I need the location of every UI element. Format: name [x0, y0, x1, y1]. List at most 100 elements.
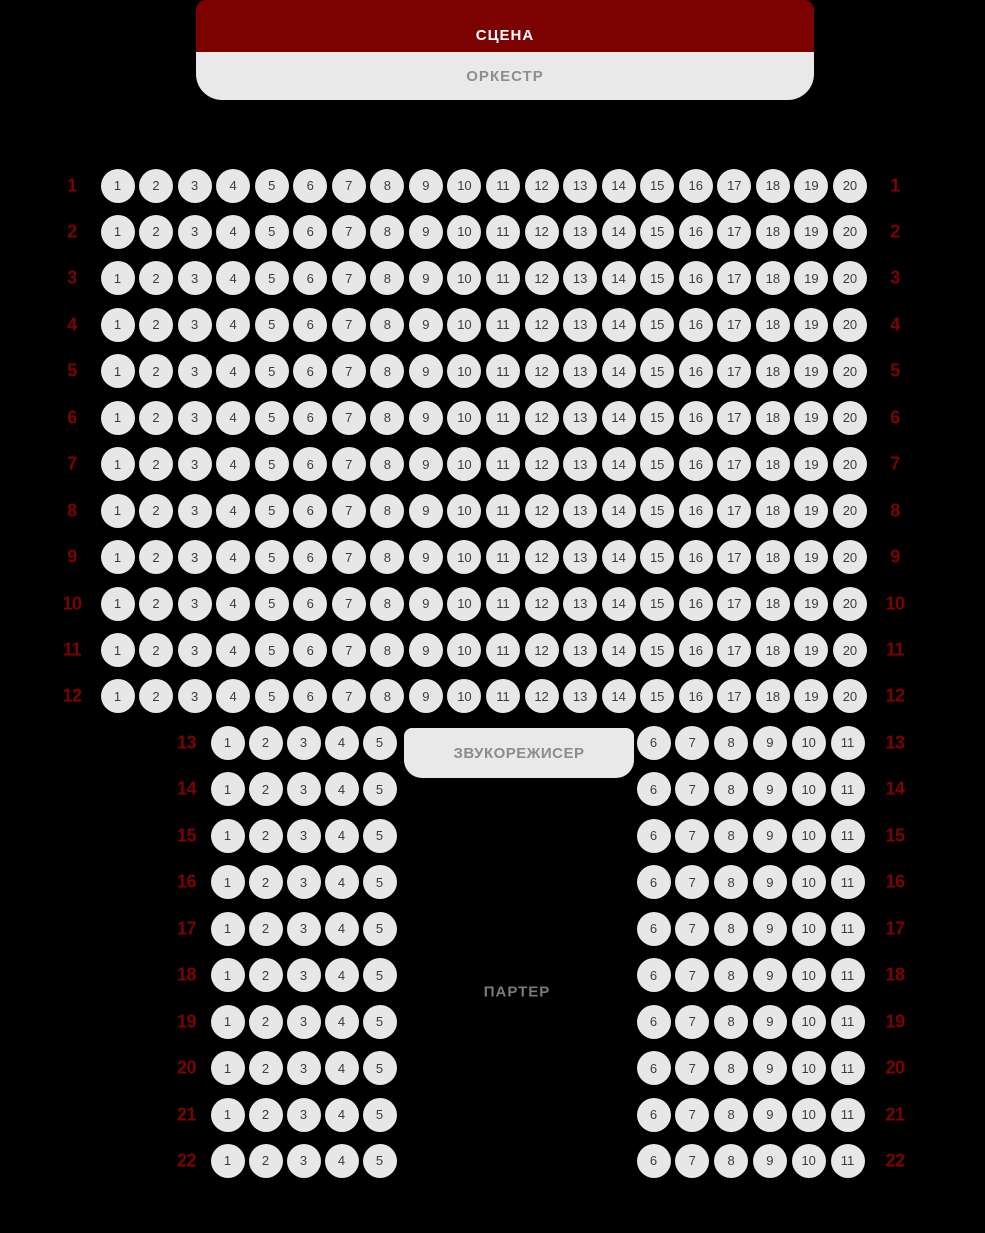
seat-row9-1[interactable]: 1	[100, 540, 135, 575]
seat-row5-18[interactable]: 18	[755, 354, 790, 389]
seat-row2-12[interactable]: 12	[524, 214, 559, 249]
seat-row15-2[interactable]: 2	[248, 818, 283, 853]
seat-row7-19[interactable]: 19	[794, 447, 829, 482]
seat-row14-6[interactable]: 6	[636, 772, 671, 807]
seat-row5-17[interactable]: 17	[717, 354, 752, 389]
seat-row9-2[interactable]: 2	[139, 540, 174, 575]
seat-row7-2[interactable]: 2	[139, 447, 174, 482]
seat-row11-2[interactable]: 2	[139, 633, 174, 667]
seat-row6-2[interactable]: 2	[139, 400, 174, 435]
seat-row21-5[interactable]: 5	[362, 1097, 397, 1132]
seat-row3-6[interactable]: 6	[293, 261, 328, 296]
seat-row14-5[interactable]: 5	[362, 772, 397, 807]
seat-row3-20[interactable]: 20	[832, 261, 867, 296]
seat-row4-9[interactable]: 9	[408, 307, 443, 342]
seat-row14-1[interactable]: 1	[210, 772, 245, 807]
seat-row1-8[interactable]: 8	[370, 168, 405, 203]
seat-row10-10[interactable]: 10	[447, 586, 482, 621]
seat-row14-2[interactable]: 2	[248, 772, 283, 807]
seat-row9-17[interactable]: 17	[717, 540, 752, 575]
seat-row10-9[interactable]: 9	[408, 586, 443, 621]
seat-row11-18[interactable]: 18	[755, 633, 790, 667]
seat-row3-17[interactable]: 17	[717, 261, 752, 296]
seat-row16-8[interactable]: 8	[714, 865, 749, 900]
seat-row12-14[interactable]: 14	[601, 679, 636, 714]
seat-row14-8[interactable]: 8	[714, 772, 749, 807]
seat-row8-19[interactable]: 19	[794, 493, 829, 528]
seat-row18-1[interactable]: 1	[210, 958, 245, 993]
seat-row2-19[interactable]: 19	[794, 214, 829, 249]
seat-row3-16[interactable]: 16	[678, 261, 713, 296]
seat-row6-5[interactable]: 5	[254, 400, 289, 435]
seat-row5-11[interactable]: 11	[486, 354, 520, 389]
seat-row5-6[interactable]: 6	[293, 354, 328, 389]
seat-row2-2[interactable]: 2	[139, 214, 174, 249]
seat-row16-10[interactable]: 10	[791, 865, 826, 900]
seat-row19-9[interactable]: 9	[752, 1004, 787, 1039]
seat-row19-11[interactable]: 11	[830, 1004, 865, 1039]
seat-row5-10[interactable]: 10	[447, 354, 482, 389]
seat-row15-3[interactable]: 3	[286, 818, 321, 853]
seat-row6-15[interactable]: 15	[640, 400, 675, 435]
seat-row16-7[interactable]: 7	[675, 865, 710, 900]
seat-row19-8[interactable]: 8	[714, 1004, 749, 1039]
seat-row15-1[interactable]: 1	[210, 818, 245, 853]
seat-row11-16[interactable]: 16	[678, 633, 713, 667]
seat-row10-15[interactable]: 15	[640, 586, 675, 621]
seat-row16-4[interactable]: 4	[324, 865, 359, 900]
seat-row16-11[interactable]: 11	[830, 865, 865, 900]
seat-row7-7[interactable]: 7	[331, 447, 366, 482]
seat-row8-15[interactable]: 15	[640, 493, 675, 528]
seat-row20-1[interactable]: 1	[210, 1051, 245, 1086]
seat-row19-6[interactable]: 6	[636, 1004, 671, 1039]
seat-row9-5[interactable]: 5	[254, 540, 289, 575]
seat-row7-18[interactable]: 18	[755, 447, 790, 482]
seat-row4-5[interactable]: 5	[254, 307, 289, 342]
seat-row16-5[interactable]: 5	[362, 865, 397, 900]
seat-row18-11[interactable]: 11	[830, 958, 865, 993]
seat-row3-11[interactable]: 11	[486, 261, 520, 296]
seat-row4-1[interactable]: 1	[100, 307, 135, 342]
seat-row7-11[interactable]: 11	[486, 447, 520, 482]
seat-row6-20[interactable]: 20	[832, 400, 867, 435]
seat-row14-9[interactable]: 9	[752, 772, 787, 807]
seat-row2-11[interactable]: 11	[486, 214, 520, 249]
seat-row6-17[interactable]: 17	[717, 400, 752, 435]
seat-row1-1[interactable]: 1	[100, 168, 135, 203]
seat-row7-9[interactable]: 9	[408, 447, 443, 482]
seat-row9-15[interactable]: 15	[640, 540, 675, 575]
seat-row9-19[interactable]: 19	[794, 540, 829, 575]
seat-row6-8[interactable]: 8	[370, 400, 405, 435]
seat-row21-8[interactable]: 8	[714, 1097, 749, 1132]
seat-row20-10[interactable]: 10	[791, 1051, 826, 1086]
seat-row3-13[interactable]: 13	[563, 261, 598, 296]
seat-row21-6[interactable]: 6	[636, 1097, 671, 1132]
seat-row6-19[interactable]: 19	[794, 400, 829, 435]
seat-row4-3[interactable]: 3	[177, 307, 212, 342]
seat-row9-3[interactable]: 3	[177, 540, 212, 575]
seat-row6-4[interactable]: 4	[216, 400, 251, 435]
seat-row12-7[interactable]: 7	[331, 679, 366, 714]
seat-row12-10[interactable]: 10	[447, 679, 482, 714]
seat-row11-13[interactable]: 13	[563, 633, 598, 667]
seat-row9-9[interactable]: 9	[408, 540, 443, 575]
seat-row12-18[interactable]: 18	[755, 679, 790, 714]
seat-row1-13[interactable]: 13	[563, 168, 598, 203]
seat-row4-18[interactable]: 18	[755, 307, 790, 342]
seat-row1-19[interactable]: 19	[794, 168, 829, 203]
seat-row18-4[interactable]: 4	[324, 958, 359, 993]
seat-row5-16[interactable]: 16	[678, 354, 713, 389]
seat-row17-7[interactable]: 7	[675, 911, 710, 946]
seat-row9-4[interactable]: 4	[216, 540, 251, 575]
seat-row17-10[interactable]: 10	[791, 911, 826, 946]
seat-row7-13[interactable]: 13	[563, 447, 598, 482]
seat-row1-3[interactable]: 3	[177, 168, 212, 203]
seat-row1-5[interactable]: 5	[254, 168, 289, 203]
seat-row5-19[interactable]: 19	[794, 354, 829, 389]
seat-row17-9[interactable]: 9	[752, 911, 787, 946]
seat-row20-4[interactable]: 4	[324, 1051, 359, 1086]
seat-row6-11[interactable]: 11	[486, 400, 520, 435]
seat-row13-4[interactable]: 4	[324, 725, 359, 760]
seat-row13-1[interactable]: 1	[210, 725, 245, 760]
seat-row10-12[interactable]: 12	[524, 586, 559, 621]
